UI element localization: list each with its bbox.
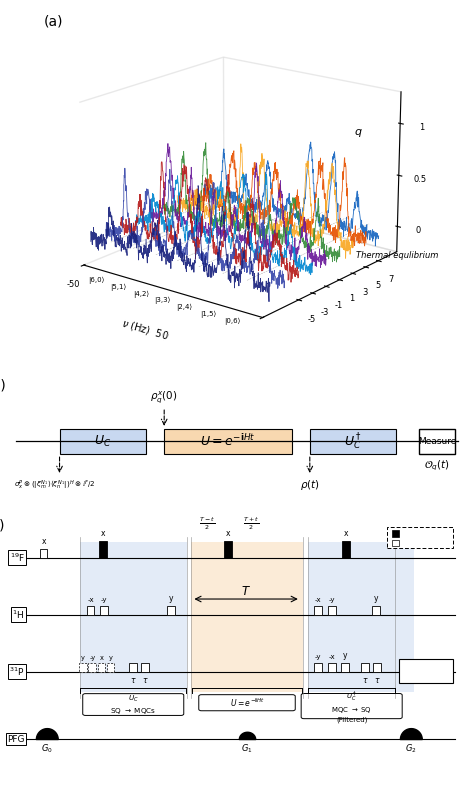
Bar <box>310 429 396 454</box>
Text: $^{19}$F: $^{19}$F <box>9 551 25 564</box>
Text: $\rightarrow\pi/2$: $\rightarrow\pi/2$ <box>403 537 428 548</box>
Text: y: y <box>81 655 85 660</box>
Text: -x: -x <box>315 597 321 604</box>
Text: (b): (b) <box>0 379 7 393</box>
Text: $U_C$
SQ $\rightarrow$ MQCs: $U_C$ SQ $\rightarrow$ MQCs <box>110 694 156 716</box>
X-axis label: $\nu$ (Hz)  50: $\nu$ (Hz) 50 <box>120 316 170 343</box>
Bar <box>164 429 292 454</box>
Bar <box>129 664 137 672</box>
Bar <box>107 664 114 672</box>
Text: -x: -x <box>87 597 94 604</box>
Bar <box>89 664 96 672</box>
Text: PFG: PFG <box>7 735 25 744</box>
Bar <box>167 606 175 615</box>
Bar <box>191 542 303 692</box>
Bar <box>362 664 369 672</box>
Bar <box>328 606 336 615</box>
Bar <box>392 539 399 546</box>
Bar <box>99 541 107 558</box>
Text: y: y <box>109 655 112 660</box>
Bar <box>224 541 232 558</box>
Text: Measure
Signal
(OTOC): Measure Signal (OTOC) <box>411 661 441 682</box>
Bar <box>387 528 453 548</box>
Bar <box>342 541 350 558</box>
Bar <box>392 530 399 537</box>
Text: x: x <box>41 537 46 546</box>
Text: $\tau$: $\tau$ <box>362 676 369 685</box>
Text: $\rho(t)$: $\rho(t)$ <box>300 478 319 492</box>
Text: $^{31}$P: $^{31}$P <box>9 665 25 678</box>
Text: Measure: Measure <box>418 437 456 446</box>
Text: x: x <box>226 529 230 538</box>
Bar <box>341 664 349 672</box>
FancyBboxPatch shape <box>83 694 184 715</box>
Bar <box>40 549 47 558</box>
Text: -y: -y <box>315 654 321 660</box>
Text: -y: -y <box>328 597 335 604</box>
Text: $\mathcal{O}_q(t)$: $\mathcal{O}_q(t)$ <box>424 459 450 473</box>
Text: $\tau$: $\tau$ <box>374 676 381 685</box>
Bar <box>314 664 322 672</box>
Text: $G_2$: $G_2$ <box>405 743 417 755</box>
FancyBboxPatch shape <box>199 694 295 711</box>
Bar <box>87 606 94 615</box>
Text: $\sigma_x^P\otimes(|\xi_m^{N_1}\rangle\langle\xi_n^{N_1}|)^H\otimes\mathbb{I}^F/: $\sigma_x^P\otimes(|\xi_m^{N_1}\rangle\l… <box>14 479 96 492</box>
Bar <box>100 606 108 615</box>
Bar <box>374 664 381 672</box>
Text: $\frac{T-t}{2}$: $\frac{T-t}{2}$ <box>199 515 216 532</box>
Bar <box>314 606 322 615</box>
Bar <box>141 664 149 672</box>
Bar <box>308 542 414 692</box>
Text: $G_0$: $G_0$ <box>41 743 53 755</box>
Text: $\rho^x_q(0)$: $\rho^x_q(0)$ <box>150 389 178 405</box>
Text: -y: -y <box>101 597 108 604</box>
Text: y: y <box>374 594 378 604</box>
Text: -x: -x <box>328 654 335 660</box>
Text: (c): (c) <box>0 519 5 532</box>
Text: x: x <box>100 528 105 538</box>
FancyBboxPatch shape <box>301 694 402 719</box>
Text: $U_C$: $U_C$ <box>94 434 111 449</box>
Text: $^{1}$H: $^{1}$H <box>12 608 25 621</box>
Text: $U = e^{-\mathbf{i}Ht}$: $U = e^{-\mathbf{i}Ht}$ <box>200 433 255 449</box>
Bar <box>79 664 87 672</box>
Bar <box>419 429 456 454</box>
Text: $U^\dagger_C$
MQC $\rightarrow$ SQ
(Filtered): $U^\dagger_C$ MQC $\rightarrow$ SQ (Filt… <box>331 689 372 723</box>
Text: $\tau$: $\tau$ <box>130 676 137 685</box>
Bar <box>328 664 336 672</box>
Text: $U = e^{-\mathbf{i}Ht}$: $U = e^{-\mathbf{i}Ht}$ <box>230 697 264 709</box>
Text: $\rightarrow\pi$: $\rightarrow\pi$ <box>403 529 420 538</box>
Text: $T$: $T$ <box>241 585 251 598</box>
Text: $U^\dagger_C$: $U^\dagger_C$ <box>344 431 362 452</box>
Text: x: x <box>100 655 103 660</box>
Text: $\tau$: $\tau$ <box>142 676 148 685</box>
Bar <box>60 429 146 454</box>
Text: (a): (a) <box>44 15 64 29</box>
Text: x: x <box>344 528 348 538</box>
Text: $G_1$: $G_1$ <box>241 743 253 755</box>
Text: y: y <box>343 651 347 660</box>
Bar <box>80 542 187 692</box>
Bar <box>372 606 380 615</box>
Text: y: y <box>169 594 173 604</box>
Text: $\frac{T+t}{2}$: $\frac{T+t}{2}$ <box>243 515 259 532</box>
Bar <box>98 664 105 672</box>
Bar <box>399 659 453 683</box>
Text: -y: -y <box>89 655 95 660</box>
